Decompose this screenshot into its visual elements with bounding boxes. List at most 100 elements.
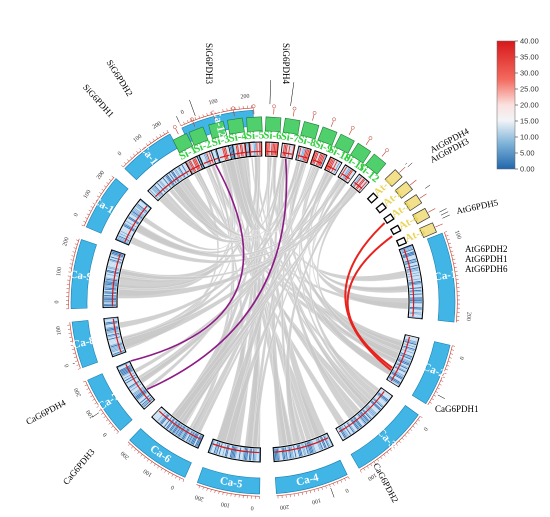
si-density-stripe (272, 143, 274, 156)
ca-density-stripe (283, 447, 287, 460)
ca-density-stripe (279, 448, 282, 461)
ca-density-stripe (125, 220, 137, 228)
ca-density-stripe (353, 417, 362, 428)
ca-red-line (403, 248, 415, 317)
ca-tick-mark (360, 470, 362, 473)
ca-density-stripe (112, 349, 124, 354)
ca-density-stripe (108, 263, 121, 268)
ca-density-stripe (130, 213, 142, 221)
ca-density-stripe (356, 415, 365, 426)
ca-density-stripe (409, 309, 422, 311)
ca-tick-mark (407, 432, 410, 435)
ca-tick-mark (439, 384, 442, 386)
ca-density-stripe (395, 364, 407, 371)
si-chromosome-4 (227, 117, 245, 135)
ca-tick-mark (178, 477, 181, 481)
ca-tick-label: 0 (64, 363, 71, 368)
at-tick-mark (435, 223, 443, 228)
si-density-stripe (300, 148, 305, 160)
ca-density-stripe (127, 378, 139, 386)
ca-density-stripe (129, 215, 140, 223)
ca-density-stripe (111, 347, 124, 353)
ca-tick-mark (108, 422, 111, 425)
ca-density-stripe (195, 434, 201, 447)
ca-density-stripe (409, 310, 422, 313)
ca-density-stripe (379, 391, 390, 400)
ca-density-stripe (132, 385, 143, 394)
ca-density-stripe (139, 200, 150, 210)
ca-density-stripe (214, 150, 220, 162)
at-density-1 (375, 202, 388, 214)
ca-tick-mark (329, 484, 331, 488)
ca-density-stripe (317, 438, 324, 450)
ca-tick-mark (149, 140, 152, 144)
ca-density-stripe (113, 351, 125, 357)
ca-density-stripe (300, 444, 304, 456)
ca-density-stripe (408, 277, 421, 280)
ca-density-stripe (172, 171, 180, 182)
ca-tick-mark (420, 416, 423, 418)
si-density-stripe (320, 155, 327, 168)
si-density-stripe (201, 155, 207, 167)
ca-density-stripe (104, 317, 117, 320)
ca-density-stripe (131, 212, 142, 220)
ca-density-stripe (336, 428, 344, 440)
ca-density-stripe (213, 150, 219, 163)
ca-density-stripe (398, 357, 411, 364)
chromosome-ring (70, 109, 456, 495)
ca-tick-mark (386, 451, 389, 454)
ca-density-stripe (301, 443, 306, 456)
at-density-4 (395, 236, 408, 247)
ca-tick-mark (190, 118, 193, 121)
ca-density-stripe (394, 366, 406, 373)
si-density-stripe (311, 151, 316, 164)
ca-density-stripe (366, 405, 376, 415)
ca-density-stripe (376, 395, 387, 404)
si-red-line (190, 164, 200, 171)
si-density-stripe (286, 145, 290, 157)
at-chromosome-4 (412, 207, 431, 225)
ca-density-stripe (403, 256, 416, 261)
ca-density-stripe (105, 279, 118, 283)
ca-density-stripe (184, 430, 192, 441)
ca-density-stripe (368, 404, 378, 413)
ca-tick-mark (333, 483, 335, 486)
si-chromosome-7 (282, 117, 301, 135)
ca-density-stripe (225, 444, 230, 457)
chromosome-ticks: 1002000010001002000100200010020001002000… (54, 94, 471, 511)
si-density-stripe (318, 154, 324, 167)
ca-density-stripe (406, 267, 419, 271)
ca-density-stripe (402, 347, 415, 353)
ca-chromosome-9 (70, 239, 97, 310)
ca-density-stripe (110, 343, 123, 348)
si-density-stripe (204, 153, 211, 166)
ca-tick-mark (77, 368, 81, 370)
gene-leader-line (439, 208, 447, 213)
ca-tick-mark (81, 224, 84, 227)
synteny-ribbon-76 (225, 181, 347, 444)
ca-density-stripe (159, 180, 169, 191)
ca-tick-mark (140, 454, 143, 457)
ca-tick-label: 200 (194, 493, 204, 501)
si-density-stripe (253, 143, 256, 156)
ca-tick-mark (344, 478, 346, 481)
ca-density-stripe (311, 440, 317, 453)
si-density-stripe (216, 149, 222, 162)
ca-density-stripe (409, 290, 422, 293)
si-density-stripe (254, 143, 257, 156)
gene-label-cag6pdh2: CaG6PDH2 (371, 461, 400, 504)
ca-density-stripe (106, 272, 119, 276)
ca-density-stripe (162, 177, 172, 188)
ca-tick-mark (435, 391, 439, 393)
si-density-stripe (357, 180, 367, 191)
ca-tick-mark (72, 251, 75, 253)
ca-density-stripe (323, 435, 330, 448)
si-density-stripe (284, 144, 288, 157)
si-density-stripe (191, 159, 198, 171)
ca-tick-mark (73, 356, 77, 358)
ca-density-stripe (397, 360, 410, 366)
colorbar-tick-label: 10.00 (520, 133, 539, 142)
ca-density-stripe (168, 419, 176, 431)
ca-tick-mark (75, 239, 79, 241)
ca-tick-mark (442, 376, 445, 378)
